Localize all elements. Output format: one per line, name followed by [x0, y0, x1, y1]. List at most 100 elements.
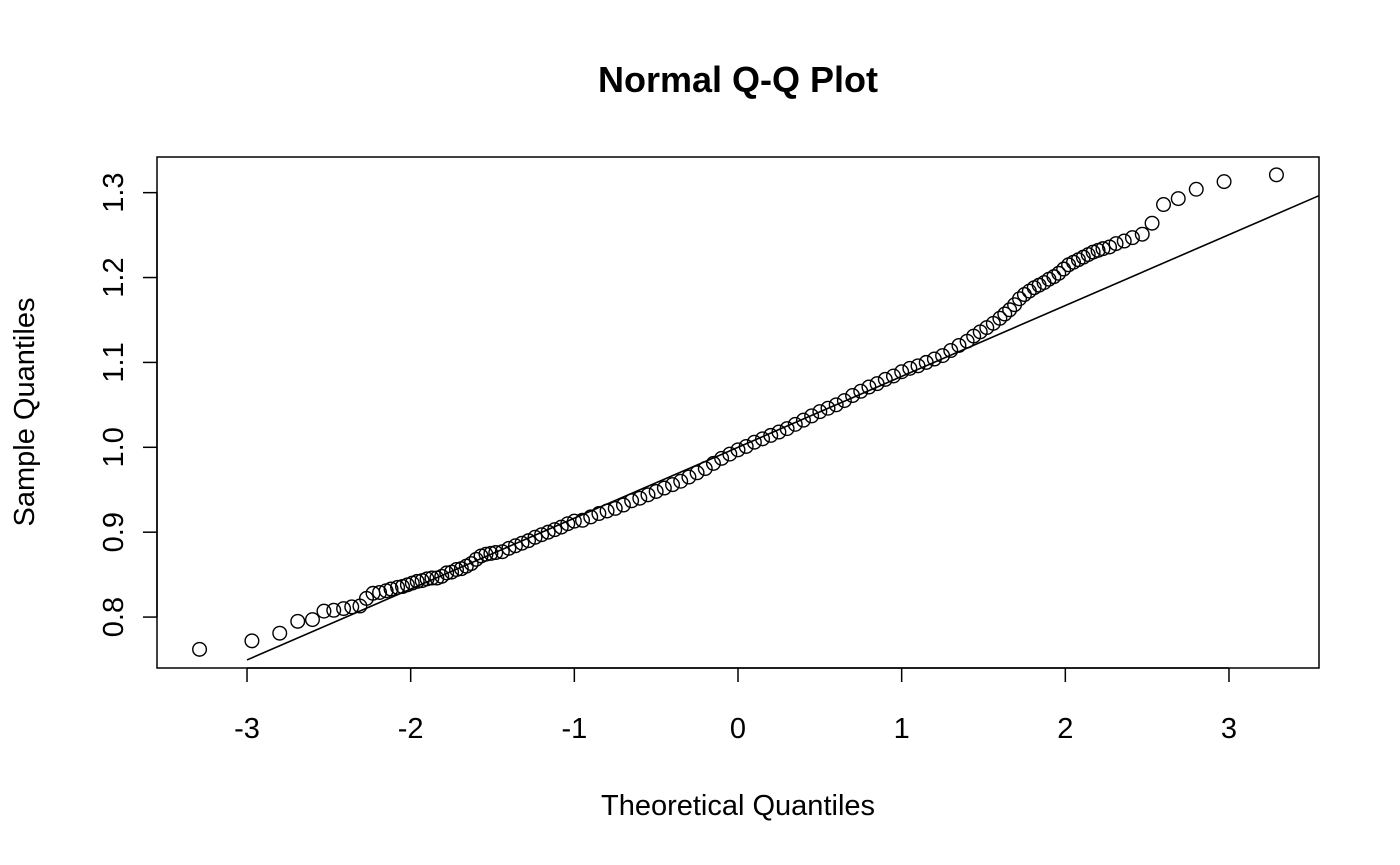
data-point: [812, 404, 828, 420]
data-point: [615, 497, 631, 513]
data-point: [632, 490, 648, 506]
data-point: [1095, 241, 1111, 257]
data-point: [820, 400, 836, 416]
data-point: [1108, 236, 1124, 252]
data-point: [861, 379, 877, 395]
y-tick-label: 1.2: [98, 257, 130, 297]
y-tick-label: 1.0: [98, 427, 130, 467]
data-point: [681, 469, 697, 485]
data-point: [1144, 215, 1160, 231]
data-point: [1156, 197, 1172, 213]
x-tick-label: -1: [561, 713, 587, 745]
data-point: [910, 358, 926, 374]
data-point: [804, 408, 820, 424]
x-tick-label: 0: [730, 713, 746, 745]
data-point: [383, 581, 399, 597]
data-point: [419, 571, 435, 587]
data-point: [787, 416, 803, 432]
data-point: [409, 573, 425, 589]
data-point: [714, 450, 730, 466]
data-point: [665, 477, 681, 493]
data-point: [575, 512, 591, 528]
data-point: [591, 506, 607, 522]
data-point: [607, 500, 623, 516]
data-point: [943, 343, 959, 359]
x-tick-label: -2: [398, 713, 424, 745]
data-point: [640, 487, 656, 503]
y-tick-label: 1.1: [98, 342, 130, 382]
data-point: [845, 388, 861, 404]
y-tick-label: 0.8: [98, 597, 130, 637]
data-point: [828, 397, 844, 413]
data-point: [439, 565, 455, 581]
data-point: [1216, 174, 1232, 190]
data-point: [540, 524, 556, 540]
y-tick-label: 0.9: [98, 512, 130, 552]
data-point: [304, 612, 320, 628]
plot-frame: [156, 156, 1320, 669]
data-point: [738, 438, 754, 454]
data-point: [1116, 233, 1132, 249]
data-point: [877, 371, 893, 387]
reference-line-group: [246, 194, 1319, 661]
data-point: [316, 603, 332, 619]
data-point: [755, 431, 771, 447]
data-point: [722, 446, 738, 462]
data-point: [746, 434, 762, 450]
x-tick-label: 2: [1057, 713, 1073, 745]
x-tick-label: -3: [234, 713, 260, 745]
data-point: [689, 465, 705, 481]
data-point: [514, 535, 530, 551]
data-point: [902, 360, 918, 376]
data-point: [468, 551, 484, 567]
data-point: [192, 641, 208, 657]
data-point: [673, 473, 689, 489]
data-point: [1002, 302, 1018, 318]
data-point: [795, 412, 811, 428]
data-point: [534, 527, 550, 543]
x-tick-label: 3: [1221, 713, 1237, 745]
data-point: [336, 601, 352, 617]
data-point: [885, 368, 901, 384]
data-point: [560, 516, 576, 532]
data-point: [705, 455, 721, 471]
data-point: [463, 556, 479, 572]
x-tick-label: 1: [894, 713, 910, 745]
data-point: [326, 602, 342, 618]
y-axis-label: Sample Quantiles: [9, 298, 41, 527]
data-point: [483, 545, 499, 561]
x-axis-label: Theoretical Quantiles: [601, 790, 875, 822]
data-point: [449, 562, 465, 578]
data-point: [507, 538, 523, 554]
data-point: [547, 522, 563, 538]
data-point: [836, 393, 852, 409]
chart-title: Normal Q-Q Plot: [598, 59, 878, 100]
data-point: [894, 364, 910, 380]
data-point: [1134, 226, 1150, 242]
data-point: [918, 354, 934, 370]
data-point: [1011, 291, 1027, 307]
data-point: [624, 493, 640, 509]
x-axis: -3 -2 -1 0 1 2 3: [234, 667, 1237, 745]
data-point: [771, 424, 787, 440]
qq-reference-line: [246, 194, 1319, 661]
data-point: [648, 483, 664, 499]
data-point: [730, 442, 746, 458]
data-point: [272, 625, 288, 641]
data-point: [1046, 269, 1062, 285]
data-point: [656, 480, 672, 496]
data-point: [935, 348, 951, 364]
data-point: [1188, 181, 1204, 197]
data-point: [390, 579, 406, 595]
data-points: [192, 167, 1284, 657]
data-point: [290, 613, 306, 629]
data-point: [1268, 167, 1284, 183]
data-point: [501, 540, 517, 556]
data-point: [424, 570, 440, 586]
data-point: [434, 568, 450, 584]
data-point: [566, 513, 582, 529]
data-point: [1051, 265, 1067, 281]
data-point: [697, 461, 713, 477]
data-point: [926, 351, 942, 367]
